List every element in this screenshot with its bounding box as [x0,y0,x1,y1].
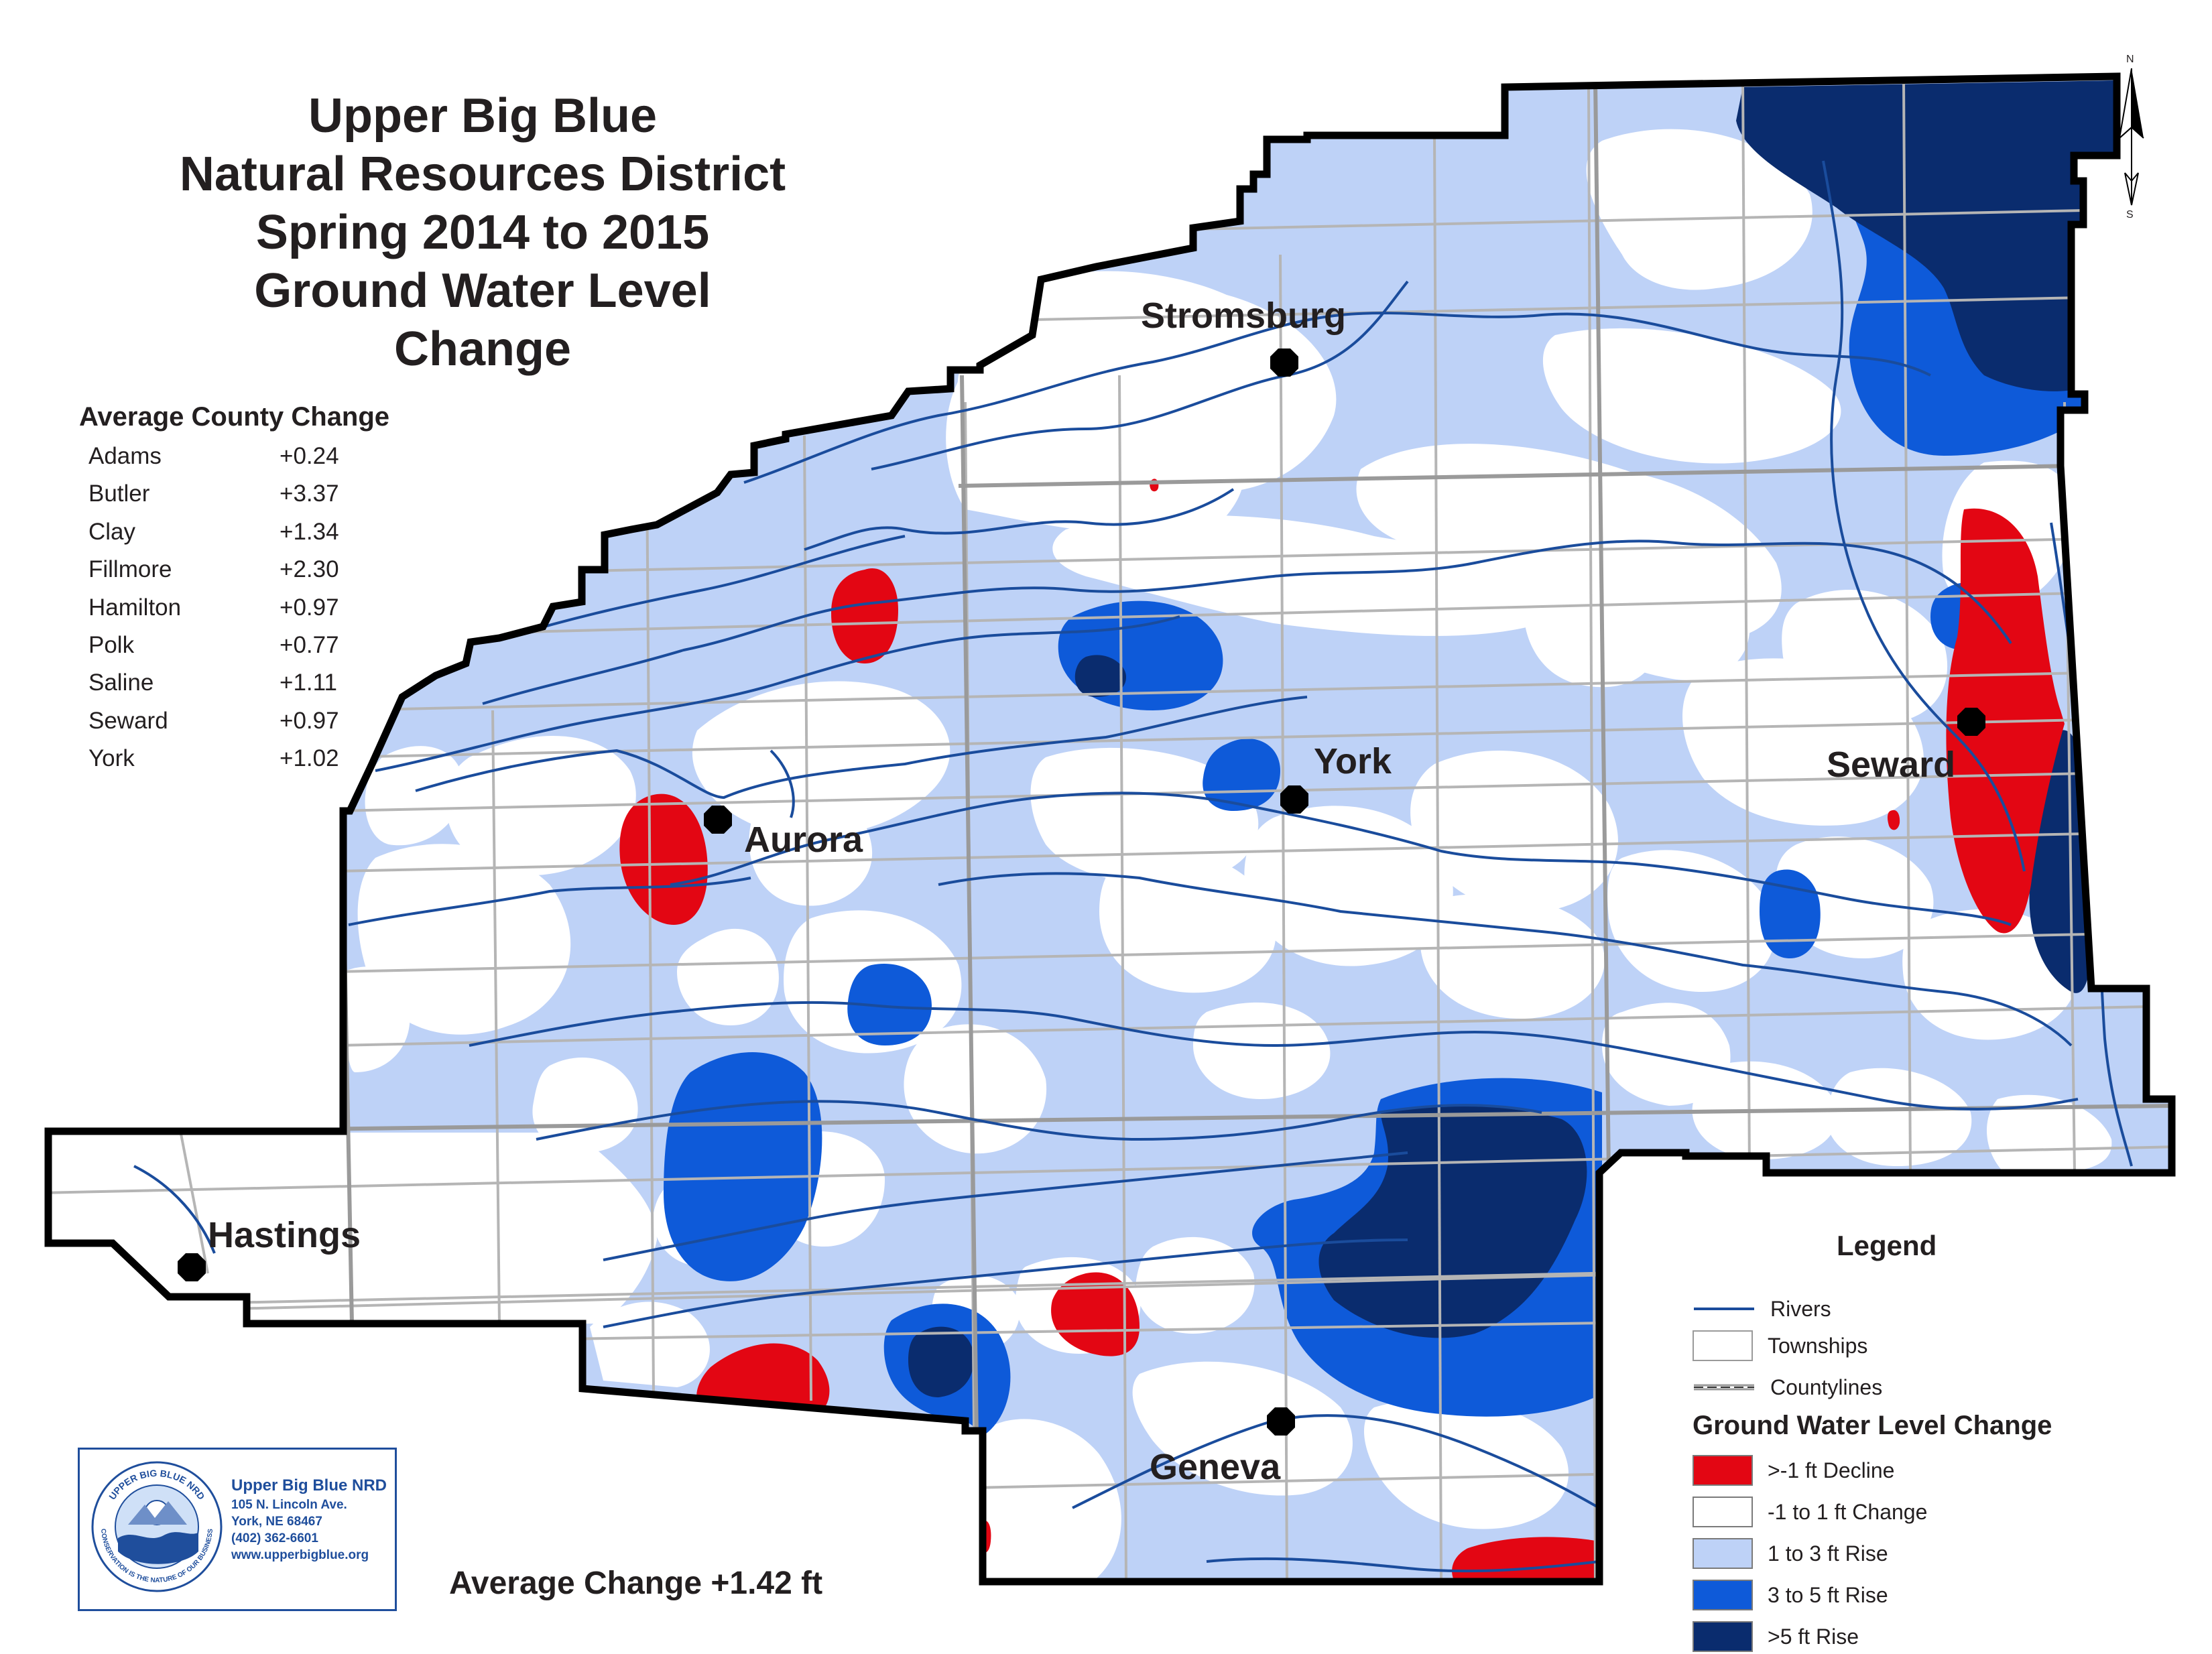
county-name: Saline [88,670,154,696]
county-name: Seward [88,707,168,734]
city-label-aurora: Aurora [744,820,863,860]
rise-5-swatch [1693,1621,1753,1652]
county-name: York [88,745,135,772]
county-row: Clay +1.34 [79,513,428,551]
rise-5-zones [908,80,2118,1397]
county-name: Hamilton [88,594,182,621]
countyline-symbol [1693,1372,1756,1403]
nrd-logo-block: UPPER BIG BLUE NRD CONSERVATION IS THE N… [78,1448,397,1611]
county-name: Adams [88,443,162,469]
county-value: +1.11 [280,670,337,696]
title-line-3: Spring 2014 to 2015 [255,206,710,259]
county-name: Polk [88,631,135,658]
legend-gwl-title: Ground Water Level Change [1693,1411,2052,1440]
county-name: Butler [88,481,150,507]
map-title: Upper Big Blue Natural Resources Distric… [114,87,851,379]
county-change-table: Average County Change Adams +0.24 Butler +… [79,402,428,778]
legend-label-decline: >-1 ft Decline [1768,1458,1895,1482]
county-row: Seward +0.97 [79,702,428,740]
township-swatch [1693,1330,1753,1361]
city-label-york: York [1314,741,1392,781]
nrd-phone: (402) 362-6601 [231,1531,318,1545]
county-value: +0.97 [280,707,339,734]
county-row: Hamilton +0.97 [79,589,428,627]
city-label-hastings: Hastings [208,1215,361,1255]
city-label-seward: Seward [1827,745,1956,785]
county-name: Fillmore [88,556,172,583]
north-arrow: N S [2105,54,2158,221]
title-line-5: Change [393,322,572,376]
county-row: Saline +1.11 [79,664,428,702]
rivers [133,160,2133,1573]
city-label-stromsburg: Stromsburg [1141,296,1347,336]
york-marker [1280,785,1308,814]
city-label-geneva: Geneva [1150,1447,1281,1487]
county-value: +2.30 [280,556,339,583]
title-line-1: Upper Big Blue [308,89,658,143]
legend-label-rise-3-5: 3 to 5 ft Rise [1768,1582,1888,1607]
legend-item-rise-5: >5 ft Rise [1693,1621,1859,1652]
aurora-marker [704,806,732,834]
nrd-org-name: Upper Big Blue NRD [231,1476,387,1494]
north-label: N [2126,54,2134,65]
rise-3-5-swatch [1693,1580,1753,1610]
north-arrow-icon [2118,68,2144,206]
average-change-label: Average Change +1.42 ft [449,1566,823,1601]
legend-item-rise-1-3: 1 to 3 ft Rise [1693,1538,1888,1569]
south-label: S [2126,209,2134,220]
county-row: Butler +3.37 [79,475,428,513]
hastings-marker [178,1253,206,1281]
seward-marker [1957,708,1985,736]
legend-item-no-change: -1 to 1 ft Change [1693,1497,1927,1527]
decline-swatch [1693,1455,1753,1486]
county-value: +1.34 [280,518,339,545]
legend-item-rise-3-5: 3 to 5 ft Rise [1693,1580,1888,1610]
legend-item-countylines: Countylines [1693,1372,1882,1403]
legend-item-townships: Townships [1693,1330,1867,1361]
river-line-symbol [1693,1293,1756,1324]
county-row: Polk +0.77 [79,627,428,664]
county-value: +0.24 [280,443,339,469]
geneva-marker [1267,1407,1295,1436]
county-row: York +1.02 [79,740,428,777]
county-name: Clay [88,518,136,545]
legend-label-rivers: Rivers [1770,1296,1831,1321]
county-value: +0.77 [280,631,339,658]
county-value: +1.02 [280,745,339,772]
legend-label-rise-5: >5 ft Rise [1768,1624,1859,1649]
nrd-city: York, NE 68467 [231,1515,322,1529]
rise-1-3-swatch [1693,1538,1753,1569]
county-value: +0.97 [280,594,339,621]
legend-item-rivers: Rivers [1693,1293,1831,1324]
legend-label-rise-1-3: 1 to 3 ft Rise [1768,1541,1888,1566]
nrd-contact: Upper Big Blue NRD 105 N. Lincoln Ave. Y… [231,1475,387,1564]
nrd-address: 105 N. Lincoln Ave. [231,1498,347,1512]
nrd-logo-icon: UPPER BIG BLUE NRD CONSERVATION IS THE N… [91,1461,223,1592]
stromsburg-marker [1270,348,1298,377]
county-change-heading: Average County Change [79,402,390,432]
city-markers [178,348,1985,1436]
legend-title: Legend [1837,1230,1937,1261]
title-line-2: Natural Resources District [179,147,786,201]
legend-label-countylines: Countylines [1770,1375,1883,1399]
township-grid [48,80,2172,1582]
county-value: +3.37 [280,481,339,507]
title-line-4: Ground Water Level [254,264,711,318]
legend-label-no-change: -1 to 1 ft Change [1768,1499,1928,1524]
legend-label-townships: Townships [1768,1333,1868,1358]
county-row: Adams +0.24 [79,438,428,475]
nrd-website[interactable]: www.upperbigblue.org [231,1548,369,1562]
county-row: Fillmore +2.30 [79,551,428,588]
legend-item-decline: >-1 ft Decline [1693,1455,1894,1486]
no-change-swatch [1693,1497,1753,1527]
